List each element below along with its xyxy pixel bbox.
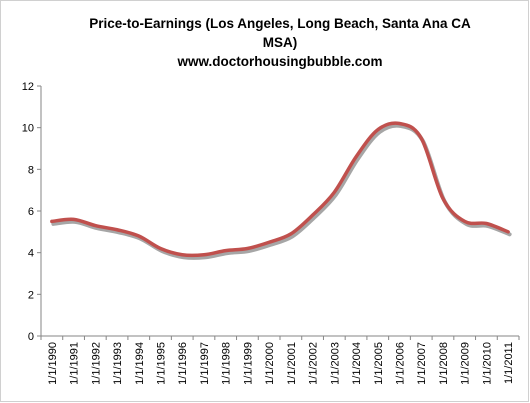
series-group: [50, 121, 512, 260]
x-tick-label: 1/1/2000: [264, 342, 276, 385]
y-tick-label: 4: [28, 248, 34, 260]
chart-title-line-2: MSA): [262, 35, 298, 50]
x-tick-label: 1/1/2005: [373, 342, 385, 385]
axes: [40, 86, 519, 337]
y-tick-label: 2: [28, 289, 34, 301]
y-tick-label: 12: [22, 81, 34, 93]
x-tick-label: 1/1/2002: [308, 342, 320, 385]
y-tick-label: 10: [22, 123, 34, 135]
x-tick-label: 1/1/1994: [134, 342, 146, 385]
x-tick-label: 1/1/2004: [351, 342, 363, 385]
chart-title-line-1: Price-to-Earnings (Los Angeles, Long Bea…: [89, 16, 471, 31]
x-tick-label: 1/1/1992: [90, 342, 102, 385]
y-tick-label: 6: [28, 206, 34, 218]
x-tick-label: 1/1/1990: [47, 342, 59, 385]
x-tick-label: 1/1/2006: [395, 342, 407, 385]
x-tick-label: 1/1/1996: [177, 342, 189, 385]
x-tick-label: 1/1/1998: [221, 342, 233, 385]
chart-subtitle: www.doctorhousingbubble.com: [177, 54, 383, 69]
x-tick-label: 1/1/1991: [69, 342, 81, 385]
x-axis-ticks: 1/1/1990 1/1/1991 1/1/1992 1/1/1993 1/1/1994…: [40, 336, 520, 385]
x-tick-label: 1/1/2008: [438, 342, 450, 385]
x-tick-label: 1/1/1993: [112, 342, 124, 385]
x-tick-label: 1/1/2001: [286, 342, 298, 385]
x-tick-label: 1/1/2010: [481, 342, 493, 385]
x-tick-label: 1/1/1997: [199, 342, 211, 385]
x-tick-label: 1/1/1995: [156, 342, 168, 385]
x-tick-label: 1/1/2003: [329, 342, 341, 385]
y-tick-label: 0: [28, 331, 34, 343]
y-tick-label: 8: [28, 164, 34, 176]
series-line: [50, 121, 510, 258]
x-tick-label: 1/1/2009: [460, 342, 472, 385]
y-axis-ticks: 0 2 4 6 8 10 12: [22, 81, 41, 343]
x-tick-label: 1/1/2011: [503, 342, 515, 384]
x-tick-label: 1/1/2007: [416, 342, 428, 385]
x-tick-label: 1/1/1999: [242, 342, 254, 385]
